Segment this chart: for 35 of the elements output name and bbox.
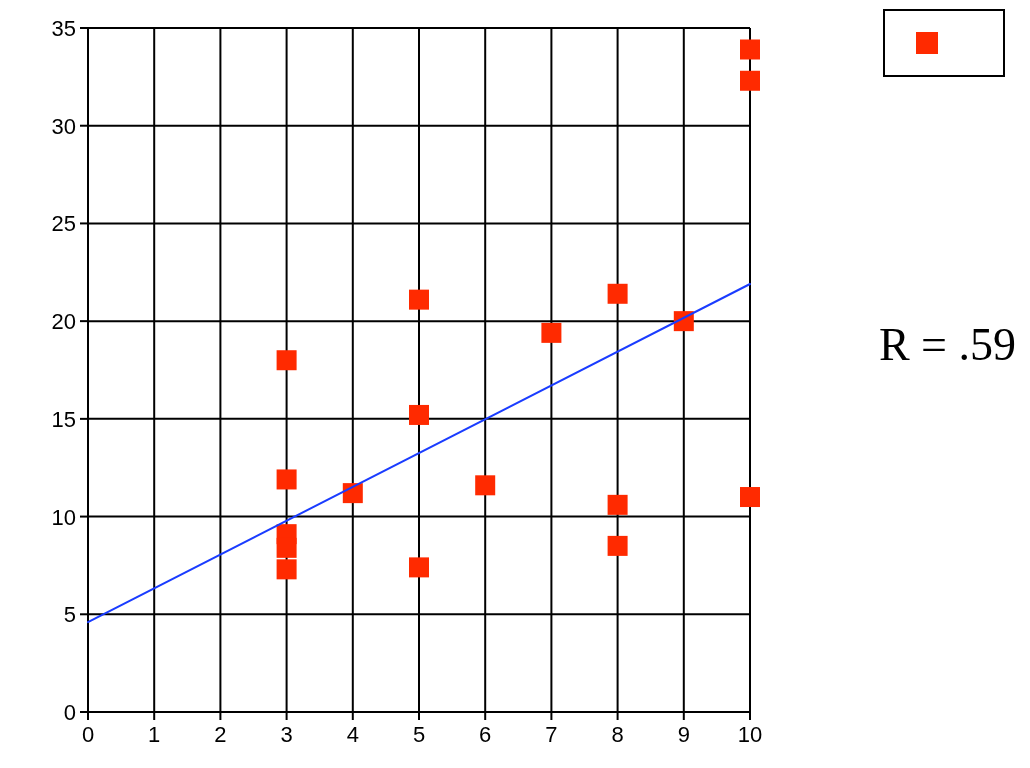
y-tick-label: 0 <box>63 700 76 725</box>
x-tick-label: 10 <box>737 722 763 747</box>
y-tick-label: 20 <box>51 309 76 335</box>
y-tick-label: 30 <box>51 113 76 139</box>
text: R = .59 <box>878 319 1016 370</box>
point <box>475 475 496 496</box>
y-tick-label: 5 <box>63 602 76 628</box>
point <box>607 494 628 515</box>
x-tick-label: 8 <box>611 722 624 747</box>
point <box>409 557 429 578</box>
point <box>541 322 562 343</box>
point <box>276 350 297 371</box>
point <box>409 289 429 310</box>
y-tick-label: 10 <box>51 504 76 530</box>
point <box>740 39 760 60</box>
x-tick-label: 3 <box>280 722 293 747</box>
x-tick-label: 7 <box>545 722 558 747</box>
point <box>607 283 628 304</box>
y-tick-label: 15 <box>51 406 76 432</box>
x-tick-label: 2 <box>214 722 227 747</box>
x-tick-label: 9 <box>677 722 690 747</box>
x-tick-label: 5 <box>412 722 426 747</box>
y-tick-label: 25 <box>51 211 76 237</box>
x-tick-label: 1 <box>148 722 161 747</box>
point <box>740 70 760 91</box>
point <box>276 537 297 558</box>
point <box>740 487 760 508</box>
point <box>276 469 297 490</box>
point <box>276 559 297 580</box>
point <box>607 535 628 556</box>
x-tick-label: 0 <box>81 722 95 747</box>
x-tick-label: 4 <box>346 722 359 747</box>
x-tick-label: 6 <box>479 722 492 747</box>
y-tick-label: 35 <box>51 16 76 41</box>
point <box>409 404 429 425</box>
